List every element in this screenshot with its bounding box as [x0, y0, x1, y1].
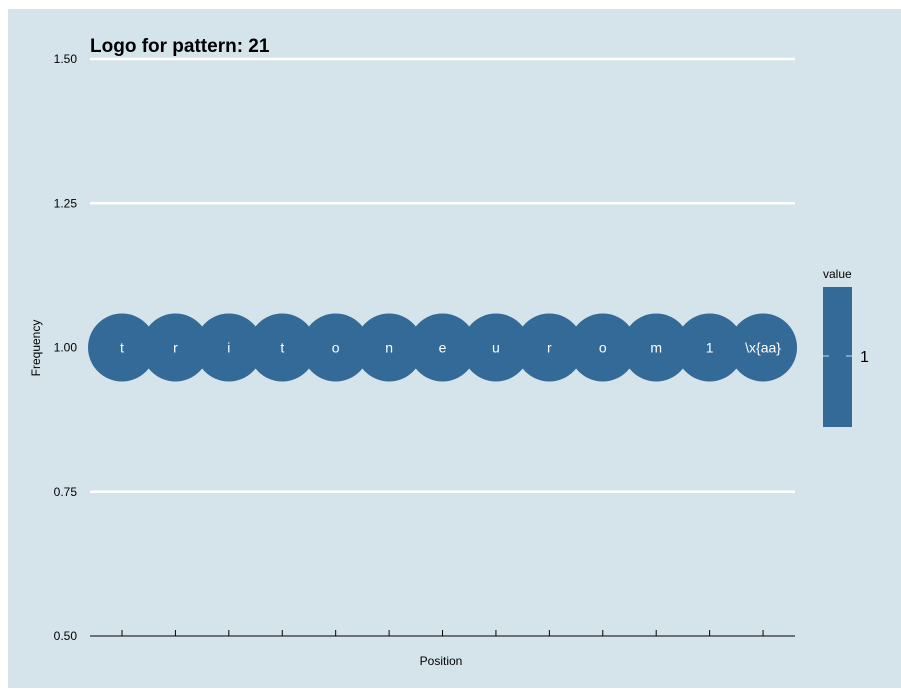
data-point: [248, 313, 317, 382]
data-point: [141, 313, 210, 382]
x-axis-label: Position: [420, 654, 463, 668]
data-point: [355, 313, 424, 382]
data-point: [408, 313, 477, 382]
data-point: [675, 313, 744, 382]
point-label: t: [280, 340, 284, 356]
axis-layer: 0.50 0.75 1.00 1.25 1.50: [54, 52, 795, 643]
data-point: [461, 313, 530, 382]
point-label: u: [492, 340, 500, 356]
point-label: \x{aa}: [745, 340, 781, 356]
y-tick-label: 0.50: [54, 629, 78, 643]
data-point: [515, 313, 584, 382]
data-point: [622, 313, 691, 382]
point-label: r: [173, 340, 178, 356]
y-tick-label: 1.25: [54, 196, 78, 210]
point-label: o: [332, 340, 340, 356]
data-point: [729, 313, 798, 382]
chart-title: Logo for pattern: 21: [90, 36, 270, 57]
data-point: [301, 313, 370, 382]
legend-layer: value 1: [823, 267, 869, 427]
point-label: o: [599, 340, 607, 356]
legend-entry-label: 1: [860, 349, 869, 366]
point-label: n: [385, 340, 393, 356]
y-tick-label: 0.75: [54, 485, 78, 499]
y-tick-label: 1.50: [54, 52, 78, 66]
y-axis-label: Frequency: [29, 320, 43, 377]
data-point: [88, 313, 156, 382]
point-label: r: [547, 340, 552, 356]
point-label: m: [650, 340, 662, 356]
data-point: [568, 313, 637, 382]
data-point: [194, 313, 263, 382]
point-label: t: [120, 340, 124, 356]
legend-title: value: [823, 267, 852, 281]
legend-colorbar: [823, 287, 852, 427]
point-label: i: [227, 340, 230, 356]
point-label: e: [439, 340, 447, 356]
y-tick-label: 1.00: [54, 341, 78, 355]
point-label: 1: [706, 340, 714, 356]
points-layer: t r i t o n e u r o m 1 \x{aa}: [88, 313, 798, 382]
